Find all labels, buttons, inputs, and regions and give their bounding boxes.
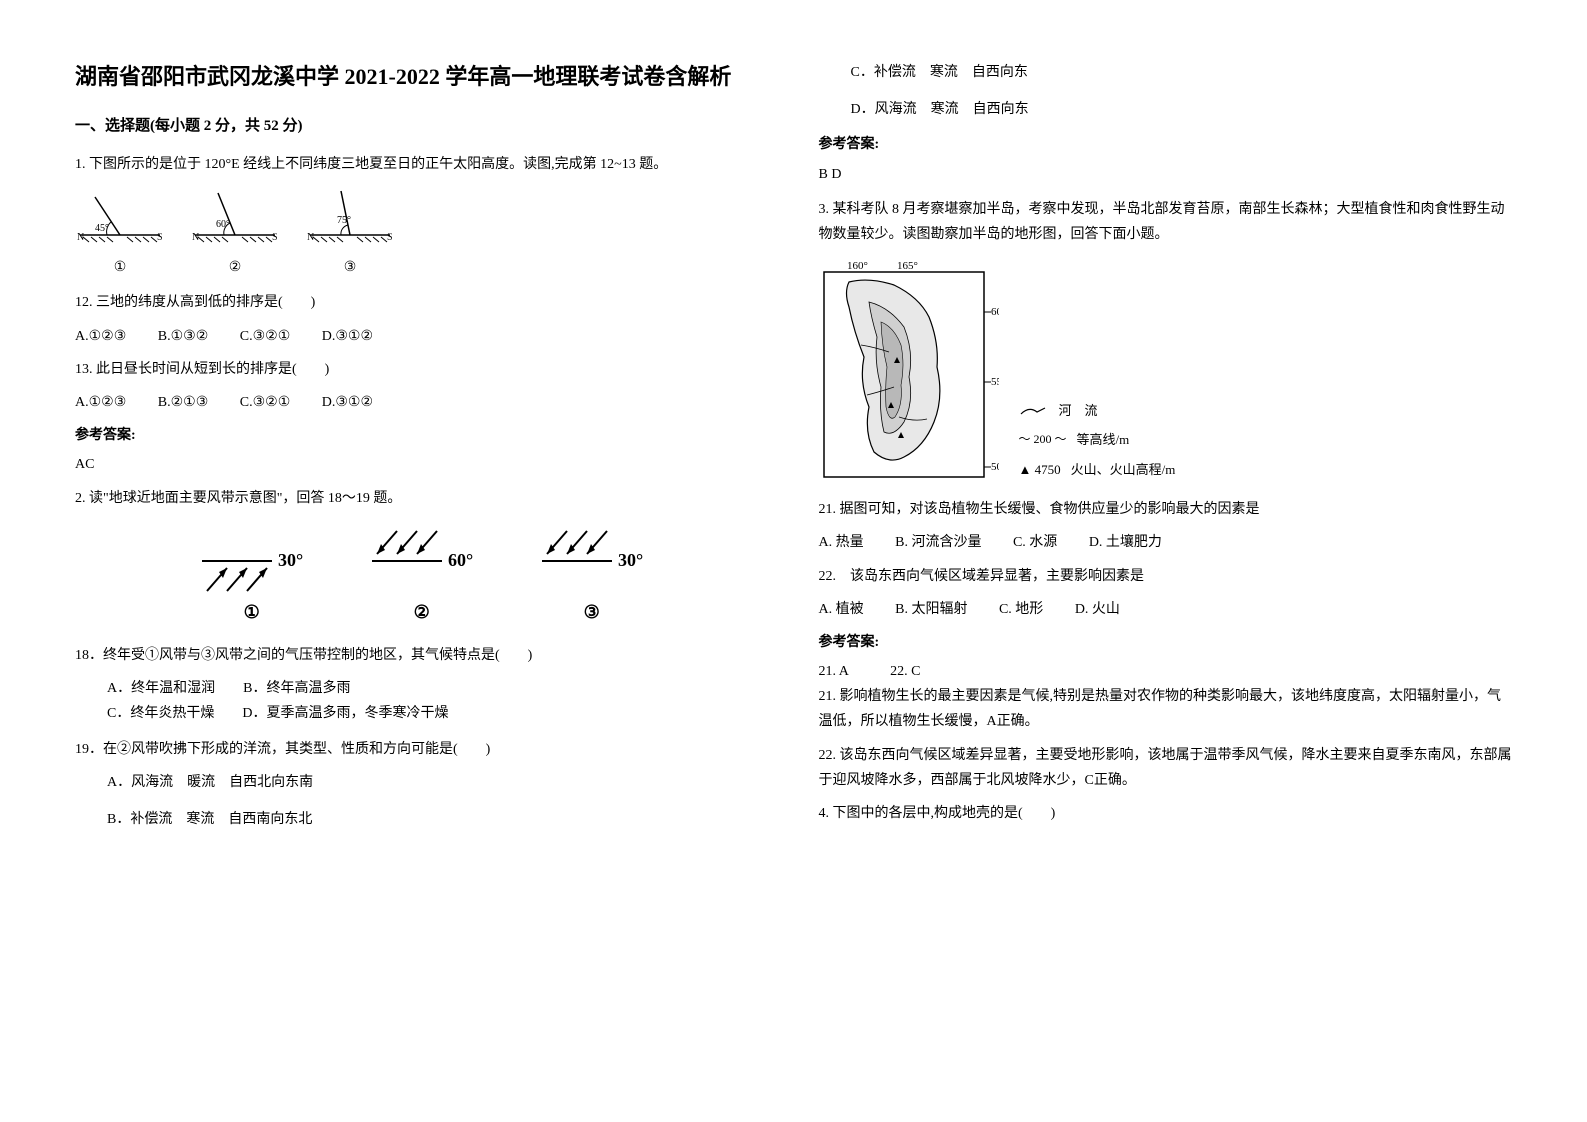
river-icon [1019,404,1049,418]
legend-river: 河 流 [1059,399,1098,422]
svg-text:N: N [77,232,84,243]
svg-text:S: S [157,232,163,243]
opt: B.①③② [158,324,209,349]
q3-intro: 3. 某科考队 8 月考察堪察加半岛，考察中发现，半岛北部发育苔原，南部生长森林… [819,197,1513,247]
opt: C. 水源 [1013,530,1057,555]
opt: C.③②① [240,390,291,415]
opt: A.①②③ [75,324,126,349]
angle-3-label: ③ [305,255,395,280]
q2-sub18: 18．终年受①风带与③风带之间的气压带控制的地区，其气候特点是( ) [75,643,769,668]
map-legend: 河 流 〜 200 〜 等高线/m ▲ 4750 火山、火山高程/m [1019,399,1176,487]
q1-answer: AC [75,452,769,477]
right-column: C．补偿流 寒流 自西向东 D．风海流 寒流 自西向东 参考答案: B D 3.… [794,60,1538,1062]
svg-text:60°: 60° [448,550,473,570]
q1-sub13: 13. 此日昼长时间从短到长的排序是( ) [75,357,769,382]
legend-peak: 火山、火山高程/m [1071,458,1176,481]
svg-text:50°: 50° [991,461,999,473]
map-svg: 160° 165° 60° 55° 50° [819,257,999,487]
svg-text:165°: 165° [897,260,918,272]
q3-sub22-opts: A. 植被 B. 太阳辐射 C. 地形 D. 火山 [819,597,1513,622]
opt: D.③①② [322,390,373,415]
angle-1-label: ① [75,255,165,280]
q2-answer: B D [819,162,1513,187]
section-1-header: 一、选择题(每小题 2 分，共 52 分) [75,113,769,140]
q3-explain22: 22. 该岛东西向气候区域差异显著，主要受地形影响，该地属于温带季风气候，降水主… [819,743,1513,793]
wind-3-label: ③ [584,596,600,628]
opt: B. 太阳辐射 [895,597,967,622]
opt: D. 火山 [1075,597,1120,622]
opt: A. 植被 [819,597,864,622]
wind-2-label: ② [414,596,430,628]
ref-answer-label-3: 参考答案: [819,630,1513,655]
opt: B. 河流含沙量 [895,530,981,555]
svg-text:160°: 160° [847,260,868,272]
angle-2-deg: 60° [216,219,230,230]
sun-angle-diagram: 45° N S 60° N S 75° N S ① ② [75,187,769,280]
svg-text:55°: 55° [991,376,999,388]
opt: D.③①② [322,324,373,349]
svg-text:N: N [192,232,199,243]
opt: C.③②① [240,324,291,349]
svg-text:S: S [387,232,393,243]
angle-1-deg: 45° [95,223,109,234]
opt: D. 土壤肥力 [1089,530,1162,555]
opt: C. 地形 [999,597,1043,622]
q3-answer-line: 21. A 22. C [819,659,1513,684]
legend-contour: 等高线/m [1077,428,1130,451]
q1-intro: 1. 下图所示的是位于 120°E 经线上不同纬度三地夏至日的正午太阳高度。读图… [75,152,769,177]
q4-intro: 4. 下图中的各层中,构成地壳的是( ) [819,801,1513,826]
exam-title: 湖南省邵阳市武冈龙溪中学 2021-2022 学年高一地理联考试卷含解析 [75,60,769,93]
q1-sub12: 12. 三地的纬度从高到低的排序是( ) [75,290,769,315]
kamchatka-map: 160° 165° 60° 55° 50° 河 流 [819,257,1513,487]
q2-sub19-opt-d: D．风海流 寒流 自西向东 [819,97,1513,122]
q2-sub19-opt-a: A．风海流 暖流 自西北向东南 [75,770,769,795]
svg-text:S: S [272,232,278,243]
q2-sub18-opt-row2: C．终年炎热干燥 D．夏季高温多雨，冬季寒冷干燥 [75,701,769,726]
angle-1-svg: 45° N S [75,187,165,247]
svg-text:N: N [307,232,314,243]
q3-sub21-opts: A. 热量 B. 河流含沙量 C. 水源 D. 土壤肥力 [819,530,1513,555]
svg-text:30°: 30° [278,550,303,570]
q3-explain21: 21. 影响植物生长的最主要因素是气候,特别是热量对农作物的种类影响最大，该地纬… [819,684,1513,734]
q2-intro: 2. 读"地球近地面主要风带示意图"，回答 18～19 题。 [75,486,769,511]
q2-sub19: 19．在②风带吹拂下形成的洋流，其类型、性质和方向可能是( ) [75,737,769,762]
q1-sub12-opts: A.①②③ B.①③② C.③②① D.③①② [75,324,769,349]
ref-answer-label: 参考答案: [75,423,769,448]
opt: B.②①③ [158,390,209,415]
opt: A.①②③ [75,390,126,415]
q2-sub18-opt-row1: A．终年温和湿润 B．终年高温多雨 [75,676,769,701]
wind-1-label: ① [244,596,260,628]
q1-sub13-opts: A.①②③ B.②①③ C.③②① D.③①② [75,390,769,415]
angle-3-svg: 75° N S [305,187,395,247]
svg-text:30°: 30° [618,550,643,570]
svg-text:60°: 60° [991,306,999,318]
q3-sub21: 21. 据图可知，对该岛植物生长缓慢、食物供应量少的影响最大的因素是 [819,497,1513,522]
angle-2-label: ② [190,255,280,280]
q2-sub19-opt-c: C．补偿流 寒流 自西向东 [819,60,1513,85]
q3-sub22: 22. 该岛东西向气候区域差异显著，主要影响因素是 [819,564,1513,589]
angle-3-deg: 75° [337,215,351,226]
ref-answer-label-2: 参考答案: [819,132,1513,157]
left-column: 湖南省邵阳市武冈龙溪中学 2021-2022 学年高一地理联考试卷含解析 一、选… [50,60,794,1062]
q2-sub19-opt-b: B．补偿流 寒流 自西南向东北 [75,807,769,832]
opt: A. 热量 [819,530,864,555]
wind-belt-diagram: 30° ① 60° ② 30° ③ [75,526,769,628]
peak-icon: ▲ 4750 [1019,458,1061,481]
angle-2-svg: 60° N S [190,187,280,247]
